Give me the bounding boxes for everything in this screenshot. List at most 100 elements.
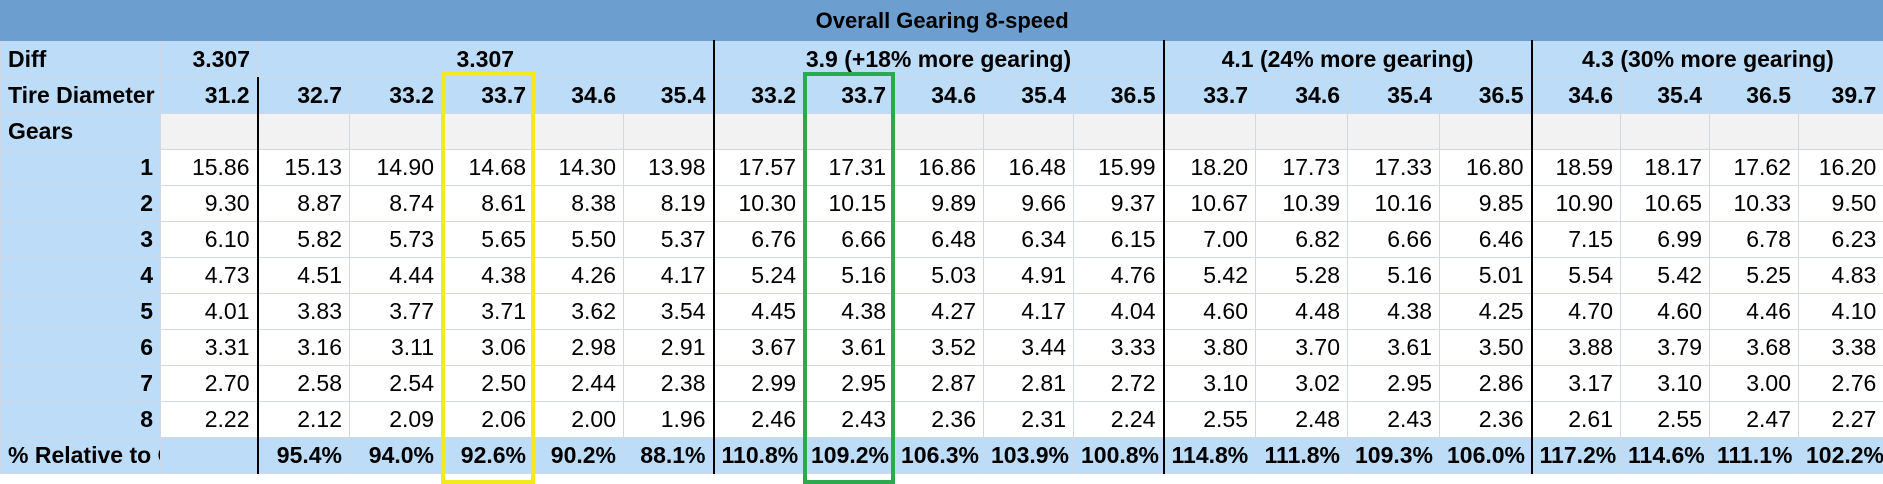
gear-ratio-cell[interactable]: 2.00 [533,401,624,438]
gear-ratio-cell[interactable]: 8.87 [256,185,350,222]
gear-ratio-cell[interactable]: 16.80 [1439,149,1532,186]
gear-ratio-cell[interactable]: 6.34 [983,221,1074,258]
gear-ratio-cell[interactable]: 17.62 [1709,149,1799,186]
gear-ratio-cell[interactable]: 4.17 [623,257,714,294]
gear-ratio-cell[interactable]: 6.15 [1073,221,1164,258]
blank-cell[interactable] [533,113,624,150]
gear-ratio-cell[interactable]: 3.44 [983,329,1074,366]
gear-ratio-cell[interactable]: 4.83 [1797,257,1883,294]
gear-ratio-cell[interactable]: 3.17 [1530,365,1621,402]
gear-ratio-cell[interactable]: 2.09 [349,401,442,438]
gear-ratio-cell[interactable]: 4.91 [983,257,1074,294]
gear-ratio-cell[interactable]: 9.66 [983,185,1074,222]
gear-ratio-cell[interactable]: 2.55 [1162,401,1256,438]
gear-ratio-cell[interactable]: 5.42 [1620,257,1710,294]
gear-ratio-cell[interactable]: 3.62 [533,293,624,330]
percent-cell[interactable]: 111.8% [1255,437,1348,474]
gear-ratio-cell[interactable]: 2.44 [533,365,624,402]
percent-cell[interactable]: 88.1% [623,437,714,474]
gear-ratio-cell[interactable]: 2.70 [160,365,258,402]
blank-cell[interactable] [1347,113,1440,150]
gear-ratio-cell[interactable]: 8.74 [349,185,442,222]
gear-ratio-cell[interactable]: 4.17 [983,293,1074,330]
percent-cell[interactable]: 109.3% [1347,437,1440,474]
percent-label[interactable]: % Relative to OEM [0,437,161,474]
gears-label[interactable]: Gears [0,113,161,150]
gear-ratio-cell[interactable]: 6.82 [1255,221,1348,258]
blank-cell[interactable] [1797,113,1883,150]
sheet-title[interactable]: Overall Gearing 8-speed [0,0,1883,41]
gear-ratio-cell[interactable]: 2.99 [712,365,804,402]
diff-group-1[interactable]: 3.307 [257,40,714,78]
gear-ratio-cell[interactable]: 5.50 [533,221,624,258]
gear-ratio-cell[interactable]: 9.89 [893,185,984,222]
blank-cell[interactable] [256,113,350,150]
gear-ratio-cell[interactable]: 3.50 [1439,329,1532,366]
gear-ratio-cell[interactable]: 4.73 [160,257,258,294]
gear-ratio-cell[interactable]: 16.86 [893,149,984,186]
gear-ratio-cell[interactable]: 2.43 [803,401,894,438]
gear-ratio-cell[interactable]: 2.31 [983,401,1074,438]
gear-ratio-cell[interactable]: 2.61 [1530,401,1621,438]
tire-diameter-cell[interactable]: 36.5 [1709,77,1799,114]
blank-cell[interactable] [349,113,442,150]
gear-ratio-cell[interactable]: 3.68 [1709,329,1799,366]
gear-ratio-cell[interactable]: 5.42 [1162,257,1256,294]
gear-ratio-cell[interactable]: 5.16 [803,257,894,294]
blank-cell[interactable] [623,113,714,150]
blank-cell[interactable] [712,113,804,150]
gear-ratio-cell[interactable]: 2.36 [893,401,984,438]
gear-ratio-cell[interactable]: 10.15 [803,185,894,222]
gear-ratio-cell[interactable]: 3.10 [1620,365,1710,402]
gear-ratio-cell[interactable]: 15.13 [256,149,350,186]
gear-ratio-cell[interactable]: 3.71 [441,293,534,330]
gear-ratio-cell[interactable]: 2.76 [1797,365,1883,402]
gear-ratio-cell[interactable]: 15.99 [1073,149,1164,186]
tire-diameter-cell[interactable]: 35.4 [1620,77,1710,114]
gear-ratio-cell[interactable]: 9.85 [1439,185,1532,222]
tire-label[interactable]: Tire Diameter [0,77,161,114]
blank-cell[interactable] [1439,113,1532,150]
gear-ratio-cell[interactable]: 10.30 [712,185,804,222]
gear-ratio-cell[interactable]: 2.95 [803,365,894,402]
percent-cell[interactable]: 110.8% [712,437,804,474]
gear-ratio-cell[interactable]: 17.57 [712,149,804,186]
gear-ratio-cell[interactable]: 10.65 [1620,185,1710,222]
gear-ratio-cell[interactable]: 15.86 [160,149,258,186]
gear-ratio-cell[interactable]: 3.67 [712,329,804,366]
gear-ratio-cell[interactable]: 9.50 [1797,185,1883,222]
percent-cell[interactable]: 92.6% [441,437,534,474]
gear-ratio-cell[interactable]: 3.88 [1530,329,1621,366]
gear-ratio-cell[interactable]: 4.04 [1073,293,1164,330]
gear-number[interactable]: 2 [0,185,161,222]
diff-group-2[interactable]: 3.9 (+18% more gearing) [712,40,1164,78]
gear-ratio-cell[interactable]: 3.54 [623,293,714,330]
gear-ratio-cell[interactable]: 5.03 [893,257,984,294]
blank-cell[interactable] [803,113,894,150]
gear-ratio-cell[interactable]: 3.61 [803,329,894,366]
gear-ratio-cell[interactable]: 6.23 [1797,221,1883,258]
gear-ratio-cell[interactable]: 4.51 [256,257,350,294]
gear-ratio-cell[interactable]: 6.46 [1439,221,1532,258]
gear-ratio-cell[interactable]: 2.91 [623,329,714,366]
percent-cell[interactable]: 102.2% [1797,437,1883,474]
gear-ratio-cell[interactable]: 4.45 [712,293,804,330]
tire-diameter-cell[interactable]: 34.6 [1255,77,1348,114]
gear-ratio-cell[interactable]: 3.11 [349,329,442,366]
tire-diameter-cell[interactable]: 32.7 [256,77,350,114]
gear-ratio-cell[interactable]: 2.87 [893,365,984,402]
gear-ratio-cell[interactable]: 3.77 [349,293,442,330]
gear-ratio-cell[interactable]: 2.58 [256,365,350,402]
gear-ratio-cell[interactable]: 17.73 [1255,149,1348,186]
gear-ratio-cell[interactable]: 3.02 [1255,365,1348,402]
blank-cell[interactable] [1162,113,1256,150]
blank-cell[interactable] [160,113,258,150]
gear-ratio-cell[interactable]: 10.39 [1255,185,1348,222]
gear-ratio-cell[interactable]: 2.81 [983,365,1074,402]
percent-cell[interactable]: 114.6% [1620,437,1710,474]
gear-ratio-cell[interactable]: 4.46 [1709,293,1799,330]
gear-ratio-cell[interactable]: 4.26 [533,257,624,294]
gear-ratio-cell[interactable]: 8.38 [533,185,624,222]
blank-cell[interactable] [1709,113,1799,150]
blank-cell[interactable] [1620,113,1710,150]
